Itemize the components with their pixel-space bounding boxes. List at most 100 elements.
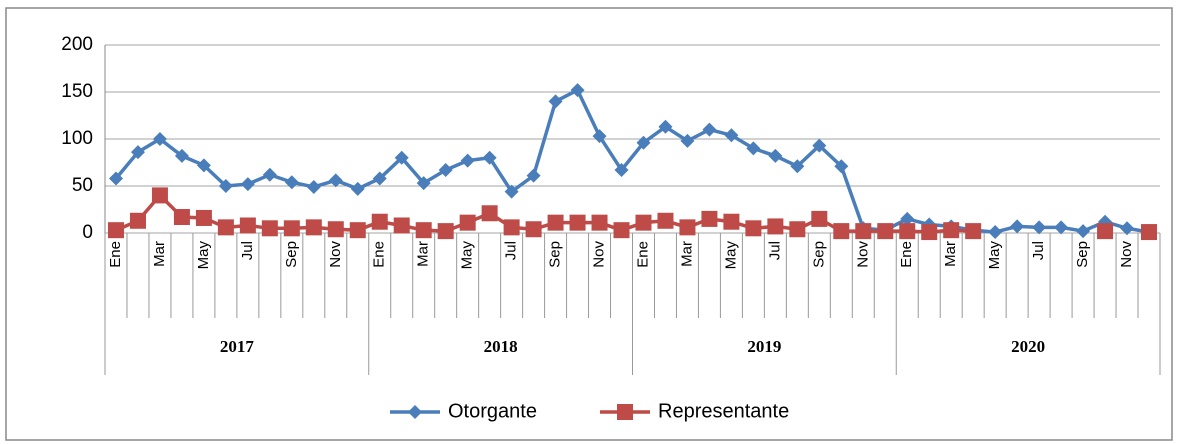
x-tick-label: Sep [810, 241, 827, 268]
marker [768, 148, 783, 163]
marker [504, 184, 519, 199]
marker [899, 223, 916, 240]
marker [482, 150, 497, 165]
x-tick-label: Jul [503, 241, 520, 260]
marker [129, 212, 146, 229]
marker [460, 153, 475, 168]
y-tick-label: 150 [61, 81, 93, 102]
marker [790, 159, 805, 174]
marker [877, 223, 894, 240]
marker [657, 212, 674, 229]
group-label: 2018 [484, 337, 518, 356]
x-tick-label: Ene [898, 241, 915, 268]
marker [107, 222, 124, 239]
x-tick-label: Mar [151, 241, 168, 267]
x-tick-label: Nov [1118, 241, 1135, 268]
y-tick-label: 200 [61, 34, 93, 55]
marker [173, 209, 190, 226]
marker [438, 163, 453, 178]
marker [525, 221, 542, 238]
marker [1097, 223, 1114, 240]
marker [284, 175, 299, 190]
group-label: 2020 [1011, 337, 1045, 356]
marker [196, 158, 211, 173]
marker [262, 167, 277, 182]
marker [570, 83, 585, 98]
marker [547, 214, 564, 231]
marker [437, 223, 454, 240]
marker [569, 214, 586, 231]
marker [327, 221, 344, 238]
marker [218, 179, 233, 193]
marker [1054, 220, 1069, 235]
marker [1076, 224, 1091, 239]
marker [305, 219, 322, 236]
marker [745, 220, 762, 237]
marker [372, 171, 387, 186]
marker [152, 132, 167, 146]
x-tick-label: Jul [766, 241, 783, 260]
marker [261, 220, 278, 237]
y-tick-label: 100 [61, 128, 93, 149]
x-tick-label: May [722, 241, 739, 270]
marker [526, 168, 541, 183]
marker [592, 129, 607, 144]
x-tick-label: Sep [283, 241, 300, 268]
marker [921, 224, 938, 241]
marker [834, 159, 849, 174]
marker [459, 214, 476, 231]
marker [724, 128, 739, 143]
marker [723, 213, 740, 230]
marker [833, 223, 850, 240]
marker [855, 223, 872, 240]
marker [349, 222, 366, 239]
marker [613, 222, 630, 239]
x-tick-label: May [986, 241, 1003, 270]
marker [394, 150, 409, 165]
marker [680, 133, 695, 148]
legend-label: Otorgante [448, 400, 537, 422]
y-tick-label: 0 [82, 222, 93, 243]
marker [900, 211, 915, 226]
x-tick-label: Ene [634, 241, 651, 268]
marker [789, 221, 806, 238]
marker [503, 219, 520, 236]
marker [1032, 220, 1047, 235]
x-tick-label: May [195, 241, 212, 270]
y-tick-label: 50 [72, 175, 93, 196]
marker [240, 177, 255, 192]
marker [1141, 224, 1158, 241]
x-tick-label: Ene [371, 241, 388, 268]
marker [965, 223, 982, 240]
marker [658, 119, 673, 134]
marker [811, 210, 828, 227]
marker [481, 205, 498, 222]
x-tick-label: Jul [239, 241, 256, 260]
marker [1120, 221, 1135, 236]
marker [350, 181, 365, 196]
marker [195, 209, 212, 226]
marker [306, 179, 321, 194]
marker [371, 213, 388, 230]
marker [151, 187, 168, 204]
marker [614, 163, 629, 178]
marker [548, 94, 563, 109]
x-tick-label: Mar [942, 241, 959, 267]
x-tick-label: Sep [547, 241, 564, 268]
marker [617, 404, 633, 420]
marker [174, 148, 189, 163]
marker [591, 214, 608, 231]
marker [408, 405, 422, 419]
x-tick-label: Mar [415, 241, 432, 267]
x-tick-label: Sep [1074, 241, 1091, 268]
marker [130, 145, 145, 160]
marker [746, 141, 761, 156]
marker [636, 135, 651, 150]
marker [988, 225, 1003, 240]
x-tick-label: Nov [854, 241, 871, 268]
x-tick-label: Mar [678, 241, 695, 267]
marker [393, 217, 410, 234]
marker [283, 220, 300, 237]
